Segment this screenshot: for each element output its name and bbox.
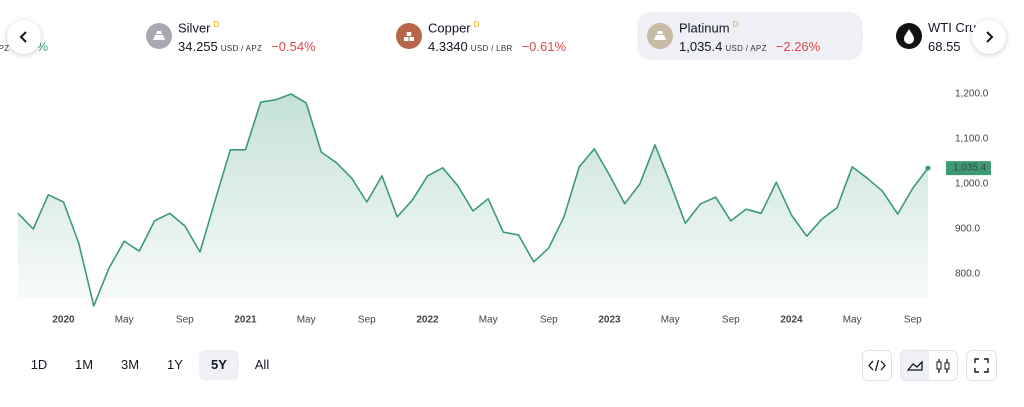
ticker-badge: D [732,20,739,29]
x-tick-label: 2022 [416,315,439,326]
y-tick-label: 1,100.0 [955,134,989,145]
ticker[interactable]: Copper D 4.3340 USD / LBR −0.61% [388,12,608,60]
x-tick-label: May [479,315,498,326]
x-tick-label: 2023 [598,315,621,326]
icon [19,31,27,43]
ticker-unit: USD / APZ [725,44,767,53]
current-price-box [946,161,991,176]
range-button[interactable]: 1D [30,357,48,372]
icon [986,31,994,43]
x-tick-label: 2024 [780,315,803,326]
range-button[interactable]: 5Y [199,350,239,380]
ticker-unit: APZ [0,44,10,53]
icon [974,358,989,373]
x-tick-label: May [297,315,316,326]
icon [153,31,165,40]
y-tick-label: 1,000.0 [955,179,989,190]
ticker-price: 4.3340 [428,39,468,54]
y-tick-label: 1,200.0 [955,89,989,100]
area-style-button[interactable] [901,351,929,380]
x-tick-label: 2020 [52,315,75,326]
oil-icon [896,23,922,49]
range-button[interactable]: 1M [74,357,94,372]
silver-icon [146,23,172,49]
icon [936,359,950,373]
ticker-selected[interactable]: Platinum D 1,035.4 USD / APZ −2.26% [637,12,863,60]
range-button[interactable]: 3M [120,357,140,372]
x-tick-label: May [661,315,680,326]
icon [904,29,914,44]
ticker[interactable]: Silver D 34.255 USD / APZ −0.54% [138,12,358,60]
ticker-change: −0.54% [271,39,316,54]
candle-style-button[interactable] [929,351,957,380]
embed-button[interactable] [862,350,892,381]
x-tick-label: May [115,315,134,326]
x-tick-label: Sep [904,315,922,326]
x-tick-label: Sep [722,315,740,326]
current-price-label: 1,035.4 [953,163,987,174]
icon [906,360,923,371]
ticker-price: 34.255 [178,39,218,54]
range-button[interactable]: 1Y [167,357,183,372]
ticker-change: −2.26% [775,39,821,54]
ticker-name: Silver [178,20,211,36]
ticker-change: −0.61% [521,39,567,54]
line [17,93,929,307]
chart: 800.0 900.0 1,000.0 1,100.0 1,200.0 2020 May Se… [17,89,991,326]
ticker-unit: USD / APZ [220,44,263,53]
platinum-icon [647,23,673,49]
fullscreen-button[interactable] [966,350,997,381]
ticker-unit: USD / LBR [470,44,513,53]
x-tick-label: May [843,315,862,326]
prev-button[interactable] [7,20,41,54]
ticker-price: 1,035.4 [679,39,723,54]
chart-style-group [900,350,958,381]
ticker-badge: D [213,20,220,29]
ticker-name: Platinum [679,20,730,36]
icon [868,359,886,372]
icon [654,31,666,40]
x-tick-label: 2021 [234,315,257,326]
ticker[interactable]: WTI Cru 68.55 [888,12,978,60]
x-tick-label: Sep [176,315,194,326]
icon [404,32,414,41]
ticker-name: Copper [428,20,471,36]
range-button[interactable]: All [254,357,270,372]
copper-icon [396,23,422,49]
last-point [925,165,931,171]
next-button[interactable] [972,20,1006,54]
y-tick-label: 800.0 [955,269,980,280]
ticker-price: 68.55 [928,39,961,54]
x-tick-label: Sep [540,315,558,326]
ticker-badge: D [473,20,480,29]
ticker-name: WTI Cru [928,20,977,35]
area [18,94,928,306]
y-tick-label: 900.0 [955,224,980,235]
x-tick-label: Sep [358,315,376,326]
